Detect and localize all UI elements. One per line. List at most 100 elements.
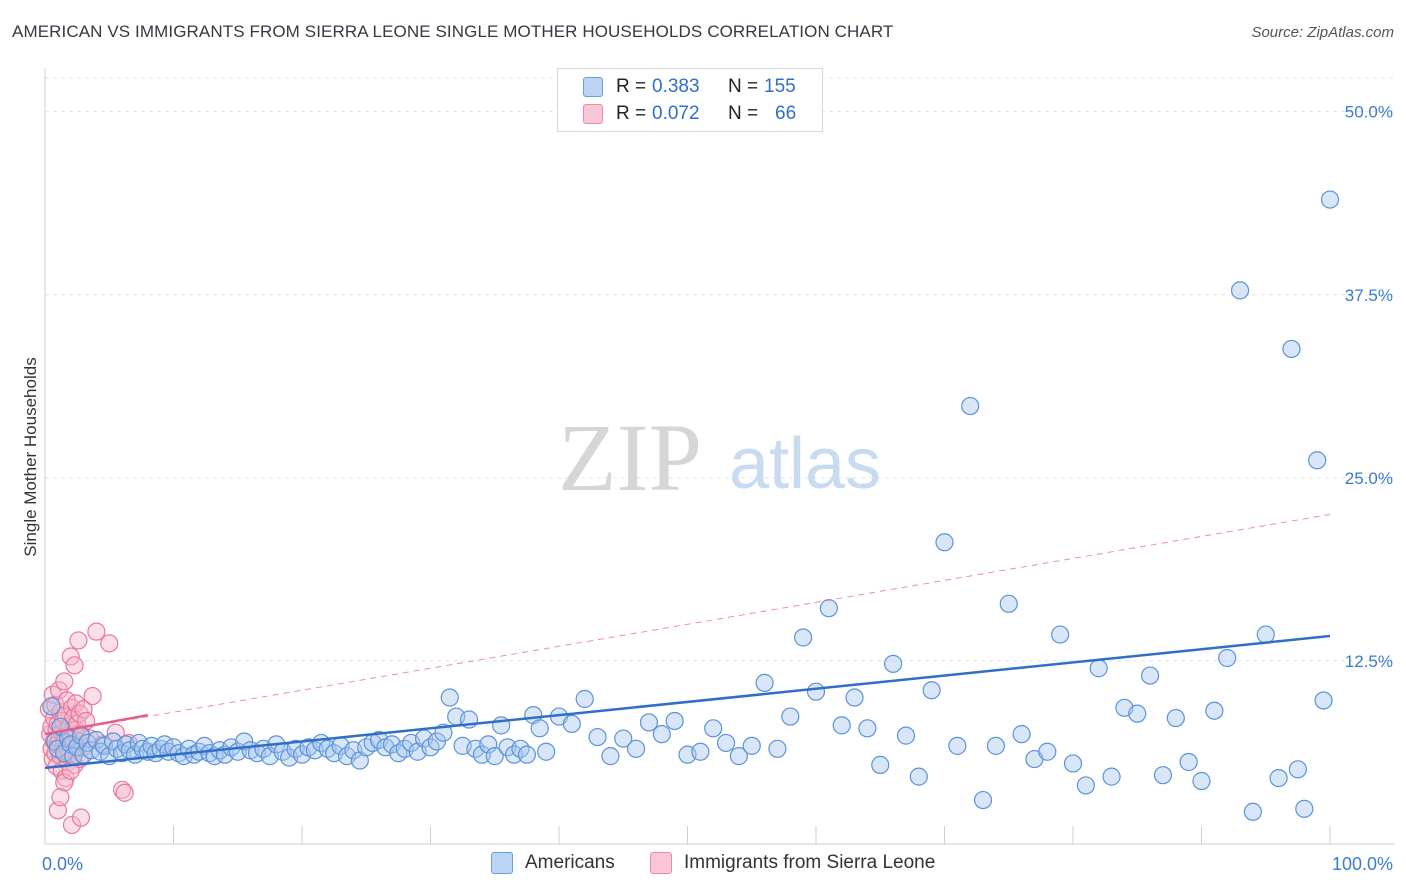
series-legend: Americans Immigrants from Sierra Leone	[0, 852, 1406, 878]
americans-point	[562, 714, 581, 734]
americans-point	[440, 688, 459, 707]
americans-point	[691, 742, 710, 761]
sierra-leone-point	[100, 634, 119, 653]
americans-point	[485, 747, 504, 766]
legend-row-sierra-leone: R = 0.072 N = 66	[558, 100, 796, 128]
series-americans-points	[42, 190, 1340, 821]
y-tick-label: 37.5%	[1345, 286, 1393, 305]
americans-point	[704, 719, 723, 738]
r-value: 0.072	[652, 103, 700, 124]
americans-point	[806, 682, 826, 701]
stats-legend: R = 0.383 N = 155 R = 0.072 N = 66	[557, 68, 823, 132]
americans-point	[832, 716, 851, 735]
americans-point	[1282, 339, 1301, 359]
americans-point	[1230, 281, 1250, 300]
americans-point	[922, 681, 941, 700]
y-tick-label: 50.0%	[1345, 103, 1393, 122]
americans-point	[935, 533, 954, 552]
legend-row-americans: R = 0.383 N = 155	[558, 73, 796, 101]
americans-point	[755, 673, 774, 692]
n-label: N =	[728, 76, 759, 97]
americans-point	[1269, 768, 1288, 788]
americans-point	[614, 729, 633, 748]
americans-point	[1128, 704, 1147, 723]
americans-point	[1314, 691, 1333, 710]
chart-title: AMERICAN VS IMMIGRANTS FROM SIERRA LEONE…	[12, 22, 894, 41]
n-value: 155	[764, 76, 796, 97]
r-value: 0.383	[652, 76, 700, 97]
americans-point	[1308, 451, 1327, 470]
r-label: R =	[616, 103, 647, 124]
americans-point	[1063, 754, 1083, 773]
y-tick-labels: 12.5% 25.0% 37.5% 50.0%	[1345, 103, 1393, 671]
source-credit: Source: ZipAtlas.com	[1251, 24, 1394, 41]
americans-point	[883, 654, 903, 673]
trend-lines	[44, 513, 1331, 770]
americans-legend-swatch	[491, 852, 513, 874]
americans-point	[479, 735, 498, 754]
americans-point	[768, 739, 787, 758]
americans-point	[845, 688, 864, 707]
americans-point	[819, 599, 838, 618]
sierra-leone-trend-extended	[44, 513, 1331, 735]
americans-point	[909, 767, 928, 786]
americans-point	[1205, 701, 1224, 720]
americans-point	[626, 739, 646, 758]
sierra-leone-legend-swatch	[650, 852, 672, 874]
americans-point	[1256, 625, 1275, 644]
americans-point	[1102, 767, 1121, 786]
y-tick-label: 12.5%	[1345, 652, 1393, 671]
axes	[44, 68, 1395, 845]
americans-point	[986, 736, 1006, 755]
americans-point	[1076, 776, 1095, 795]
watermark: ZIP atlas	[558, 404, 881, 511]
americans-point	[530, 719, 549, 738]
americans-point	[729, 747, 749, 766]
sierra-leone-point	[87, 622, 106, 641]
watermark-zip: ZIP	[558, 404, 702, 511]
legend-item-sierra-leone[interactable]: Immigrants from Sierra Leone	[650, 852, 935, 874]
americans-point	[973, 790, 993, 810]
legend-label: Americans	[525, 852, 615, 873]
sierra-leone-point	[71, 808, 91, 827]
americans-point	[948, 736, 967, 755]
x-tick-label: 0.0%	[42, 854, 83, 874]
r-label: R =	[616, 76, 647, 97]
sierra-leone-point	[112, 780, 132, 799]
americans-point	[200, 744, 219, 763]
americans-point	[588, 727, 607, 747]
americans-point	[1012, 725, 1031, 744]
americans-point	[1166, 708, 1185, 728]
sierra-leone-point	[74, 700, 93, 719]
sierra-leone-trend	[44, 713, 149, 736]
sierra-leone-point	[65, 656, 84, 675]
americans-point	[716, 733, 736, 753]
americans-point	[68, 738, 87, 757]
legend-item-americans[interactable]: Americans	[491, 852, 615, 874]
americans-point	[858, 719, 877, 738]
americans-point	[1243, 802, 1263, 821]
americans-point	[1320, 190, 1340, 209]
americans-point	[1051, 625, 1070, 644]
x-tick-label: 100.0%	[1332, 854, 1393, 874]
americans-point	[42, 697, 61, 716]
americans-point	[961, 396, 980, 416]
sierra-leone-swatch	[583, 104, 603, 124]
americans-point	[1218, 648, 1237, 668]
americans-point	[794, 628, 813, 647]
americans-point	[999, 594, 1018, 613]
sierra-leone-point	[83, 686, 102, 706]
americans-point	[1288, 760, 1307, 779]
americans-point	[896, 726, 916, 745]
legend-label: Immigrants from Sierra Leone	[684, 852, 936, 873]
americans-trend	[44, 634, 1331, 770]
americans-point	[639, 713, 659, 732]
americans-point	[601, 747, 620, 766]
sierra-leone-point	[115, 783, 134, 802]
americans-point	[517, 745, 536, 764]
americans-point	[537, 742, 556, 761]
americans-point	[871, 755, 890, 775]
americans-point	[742, 736, 761, 755]
sierra-leone-point	[55, 773, 74, 792]
